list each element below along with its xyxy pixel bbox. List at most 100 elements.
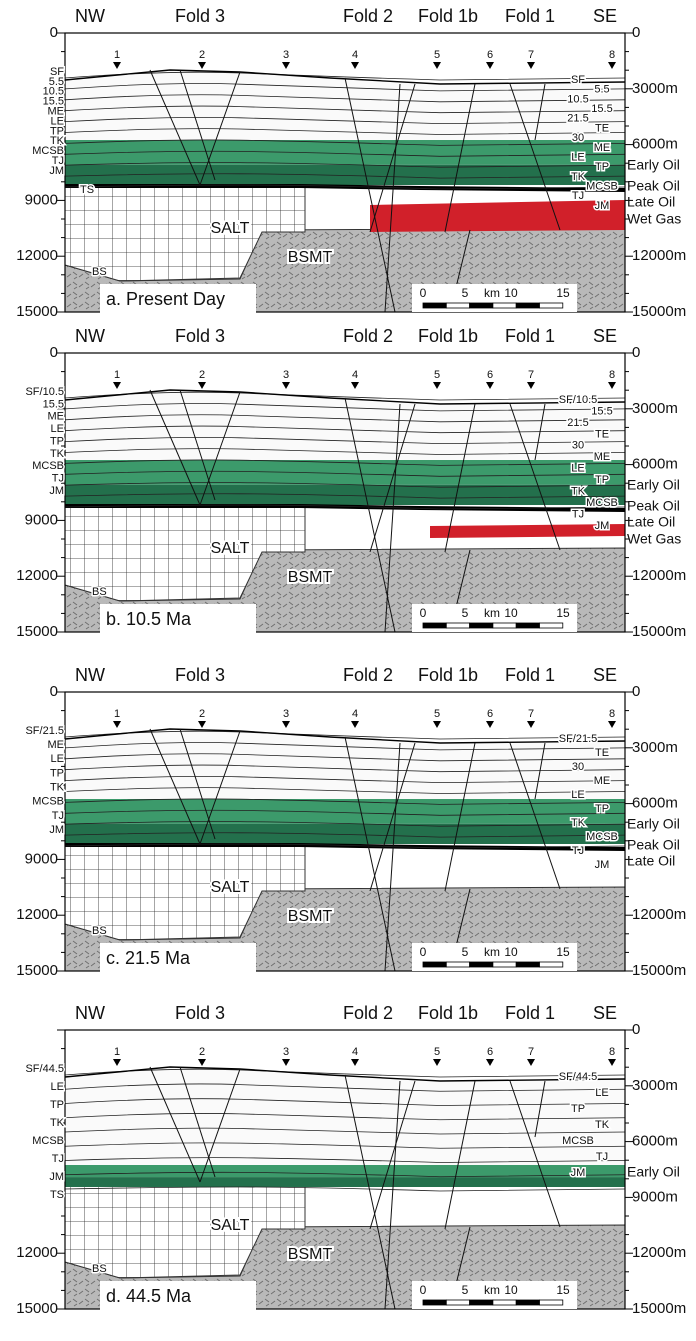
fault xyxy=(369,403,416,553)
well-number: 2 xyxy=(199,49,205,61)
scale-label: 5 xyxy=(462,1283,469,1297)
well-number: 7 xyxy=(528,369,534,381)
basement-label: BSMT xyxy=(288,569,333,586)
fault xyxy=(149,728,201,845)
right-layer-label: MCSB xyxy=(586,831,618,843)
well-marker xyxy=(113,62,121,69)
right-layer-label: LE xyxy=(571,151,584,163)
scale-label: 0 xyxy=(420,945,427,959)
stratigraphic-horizon xyxy=(64,1171,626,1178)
maturity-zone-label: Early Oil xyxy=(627,477,680,493)
right-layer-label: TJ xyxy=(596,1151,608,1163)
well-marker xyxy=(351,382,359,389)
scale-segment xyxy=(469,961,494,968)
fault xyxy=(344,736,396,972)
fault xyxy=(179,1066,216,1178)
right-depth-label: 0 xyxy=(632,344,640,361)
left-layer-label: 15.5 xyxy=(43,96,64,108)
oil-window-upper xyxy=(65,460,625,485)
right-layer-label: TP xyxy=(595,161,609,173)
scale-label: 10 xyxy=(504,1283,518,1297)
fold-label: Fold 2 xyxy=(343,665,393,685)
basement-label: BSMT xyxy=(288,1246,333,1263)
right-layer-label: MCSB xyxy=(586,181,618,193)
stratigraphic-horizon xyxy=(64,764,626,773)
right-layer-label: TJ xyxy=(572,845,584,857)
left-depth-label: 0 xyxy=(50,24,58,41)
fault xyxy=(199,391,241,506)
well-marker xyxy=(433,1059,441,1066)
stratigraphic-horizon xyxy=(64,83,626,92)
well-marker xyxy=(351,62,359,69)
panel-label-box xyxy=(100,604,256,634)
fault xyxy=(199,1068,241,1183)
basement-label: BSMT xyxy=(288,908,333,925)
stratigraphic-horizon xyxy=(64,94,626,103)
right-layer-label: TJ xyxy=(572,190,584,202)
right-depth-label: 0 xyxy=(632,1021,640,1038)
right-layer-label: ME xyxy=(594,775,611,787)
right-layer-label: MCSB xyxy=(562,1135,594,1147)
panel-label-box xyxy=(100,943,256,973)
right-layer-label: 15.5 xyxy=(591,103,612,115)
scale-label: 0 xyxy=(420,286,427,300)
left-layer-label: TK xyxy=(50,1117,65,1129)
right-layer-label: SF/10.5 xyxy=(559,394,598,406)
left-depth-label: 9000 xyxy=(25,511,58,528)
scale-label: 10 xyxy=(504,945,518,959)
salt-label: SALT xyxy=(211,879,250,896)
stratigraphic-horizon xyxy=(64,403,626,412)
left-layer-label: JM xyxy=(49,165,64,177)
fault xyxy=(444,83,476,233)
fold-label: NW xyxy=(75,1003,105,1023)
base-salt-label: BS xyxy=(92,925,107,937)
right-layer-label: TE xyxy=(595,428,609,440)
salt-label: SALT xyxy=(211,220,250,237)
stratigraphic-horizon xyxy=(64,414,626,423)
fault xyxy=(444,742,476,892)
well-number: 2 xyxy=(199,369,205,381)
right-layer-label: 10.5 xyxy=(567,93,588,105)
stratigraphic-horizon xyxy=(64,1142,626,1149)
surface xyxy=(64,1066,626,1082)
right-layer-label: SF/44.5 xyxy=(559,1071,598,1083)
frame xyxy=(64,691,626,972)
fault xyxy=(179,728,216,840)
scale-segment xyxy=(492,622,517,629)
left-depth-label: 15000 xyxy=(16,962,58,979)
well-number: 7 xyxy=(528,708,534,720)
fault xyxy=(149,1066,201,1183)
well-number: 3 xyxy=(283,49,289,61)
well-number: 7 xyxy=(528,1046,534,1058)
scale-segment xyxy=(469,622,494,629)
scale-segment xyxy=(469,1299,494,1306)
oil-window-upper xyxy=(65,140,625,165)
scale-segment xyxy=(469,302,494,309)
fault xyxy=(179,389,216,501)
right-layer-label: SF/21.5 xyxy=(559,733,598,745)
fault xyxy=(534,742,546,800)
frame xyxy=(64,352,626,633)
scale-segment xyxy=(422,622,447,629)
stratigraphic-horizon xyxy=(64,173,626,179)
left-depth-label: 12000 xyxy=(16,247,58,264)
panel-label: b. 10.5 Ma xyxy=(106,609,192,629)
well-marker xyxy=(608,382,616,389)
right-depth-label: 6000m xyxy=(632,136,678,153)
fault xyxy=(179,69,216,181)
stratigraphic-horizon xyxy=(64,1098,626,1106)
well-number: 4 xyxy=(352,1046,358,1058)
fold-label: Fold 1 xyxy=(505,326,555,346)
right-layer-label: 5.5 xyxy=(594,84,609,96)
left-layer-label: TP xyxy=(50,125,64,137)
stratigraphic-horizon xyxy=(64,1157,626,1163)
right-depth-label: 3000m xyxy=(632,1077,678,1094)
right-layer-label: TK xyxy=(571,817,586,829)
right-layer-label: 30 xyxy=(572,761,584,773)
right-layer-label: ME xyxy=(594,451,611,463)
right-layer-label: ME xyxy=(594,142,611,154)
salt-body xyxy=(64,504,306,602)
maturity-zone-label: Wet Gas xyxy=(627,211,681,227)
salt-label: SALT xyxy=(211,1217,250,1234)
left-layer-label: TJ xyxy=(52,473,64,485)
